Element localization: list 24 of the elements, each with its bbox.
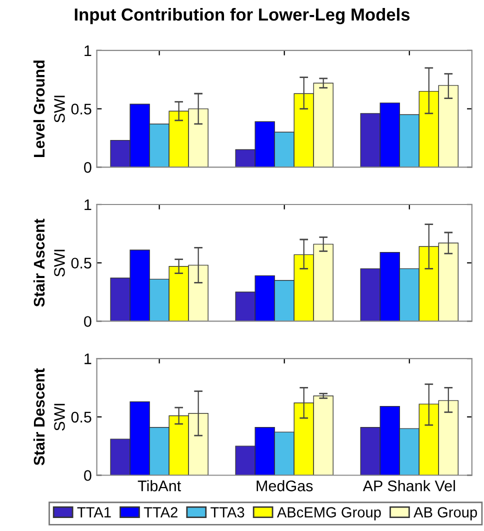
y-axis-title: SWI: [54, 96, 65, 123]
text: Level Ground: [33, 60, 45, 158]
y-tick-label: 0.5: [71, 258, 92, 269]
x-tick-label: AP Shank Vel: [362, 480, 455, 492]
legend-label: TTA3: [210, 507, 244, 518]
y-axis-title: SWI: [54, 250, 65, 277]
y-tick-label: 0.5: [71, 412, 92, 423]
y-tick-label: 0: [84, 316, 92, 327]
y-tick-label: 0.5: [71, 104, 92, 114]
chart-title: Input Contribution for Lower-Leg Models: [74, 8, 410, 24]
y-axis-title: SWI: [54, 404, 65, 431]
text: Stair Descent: [33, 368, 45, 466]
legend-label: TTA1: [77, 507, 111, 518]
y-tick-label: 1: [84, 354, 92, 364]
y-tick-label: 1: [84, 200, 92, 210]
y-tick-label: 1: [84, 45, 92, 56]
x-tick-label: MedGas: [256, 480, 313, 492]
text: Stair Ascent: [33, 218, 45, 307]
y-tick-label: 0: [84, 162, 92, 173]
x-tick-label: TibAnt: [138, 480, 181, 492]
legend-label: AB Group: [414, 507, 477, 520]
legend-label: TTA2: [144, 507, 178, 518]
y-tick-label: 0: [84, 470, 92, 481]
legend-label: ABcEMG Group: [276, 507, 381, 520]
